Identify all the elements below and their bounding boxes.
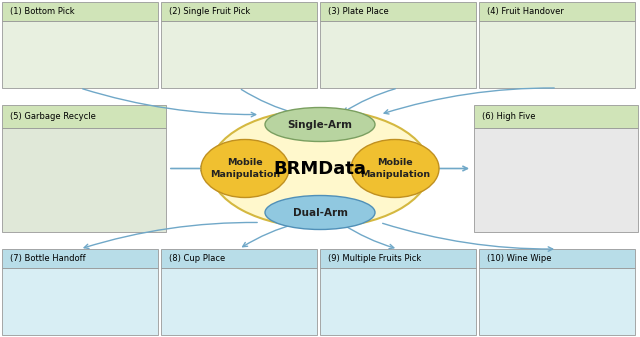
Text: Mobile
Manipulation: Mobile Manipulation: [210, 158, 280, 179]
Text: (1) Bottom Pick: (1) Bottom Pick: [10, 7, 74, 16]
Text: (2) Single Fruit Pick: (2) Single Fruit Pick: [169, 7, 250, 16]
Bar: [2, 21, 158, 88]
Bar: [474, 128, 638, 232]
Text: (10) Wine Wipe: (10) Wine Wipe: [487, 254, 551, 263]
Bar: [320, 268, 476, 335]
Text: (5) Garbage Recycle: (5) Garbage Recycle: [10, 112, 96, 121]
Bar: [479, 2, 635, 21]
Text: (4) Fruit Handover: (4) Fruit Handover: [487, 7, 564, 16]
Text: (9) Multiple Fruits Pick: (9) Multiple Fruits Pick: [328, 254, 421, 263]
Text: BRMData: BRMData: [273, 159, 367, 178]
Bar: [479, 21, 635, 88]
Bar: [2, 2, 158, 21]
Text: (3) Plate Place: (3) Plate Place: [328, 7, 388, 16]
Bar: [161, 2, 317, 21]
Ellipse shape: [351, 140, 439, 197]
Bar: [320, 21, 476, 88]
Bar: [2, 128, 166, 232]
Ellipse shape: [265, 108, 375, 142]
Text: (6) High Five: (6) High Five: [482, 112, 536, 121]
Text: Mobile
Manipulation: Mobile Manipulation: [360, 158, 430, 179]
Bar: [2, 268, 158, 335]
Text: Dual-Arm: Dual-Arm: [292, 208, 348, 217]
Bar: [474, 105, 638, 128]
Bar: [2, 249, 158, 268]
Text: (7) Bottle Handoff: (7) Bottle Handoff: [10, 254, 85, 263]
Bar: [2, 105, 166, 128]
Text: Single-Arm: Single-Arm: [287, 120, 353, 129]
Ellipse shape: [210, 110, 430, 227]
Bar: [479, 249, 635, 268]
Ellipse shape: [265, 195, 375, 229]
Text: (8) Cup Place: (8) Cup Place: [169, 254, 225, 263]
Ellipse shape: [201, 140, 289, 197]
Bar: [320, 249, 476, 268]
Bar: [161, 21, 317, 88]
Bar: [479, 268, 635, 335]
Bar: [161, 268, 317, 335]
Bar: [161, 249, 317, 268]
Bar: [320, 2, 476, 21]
